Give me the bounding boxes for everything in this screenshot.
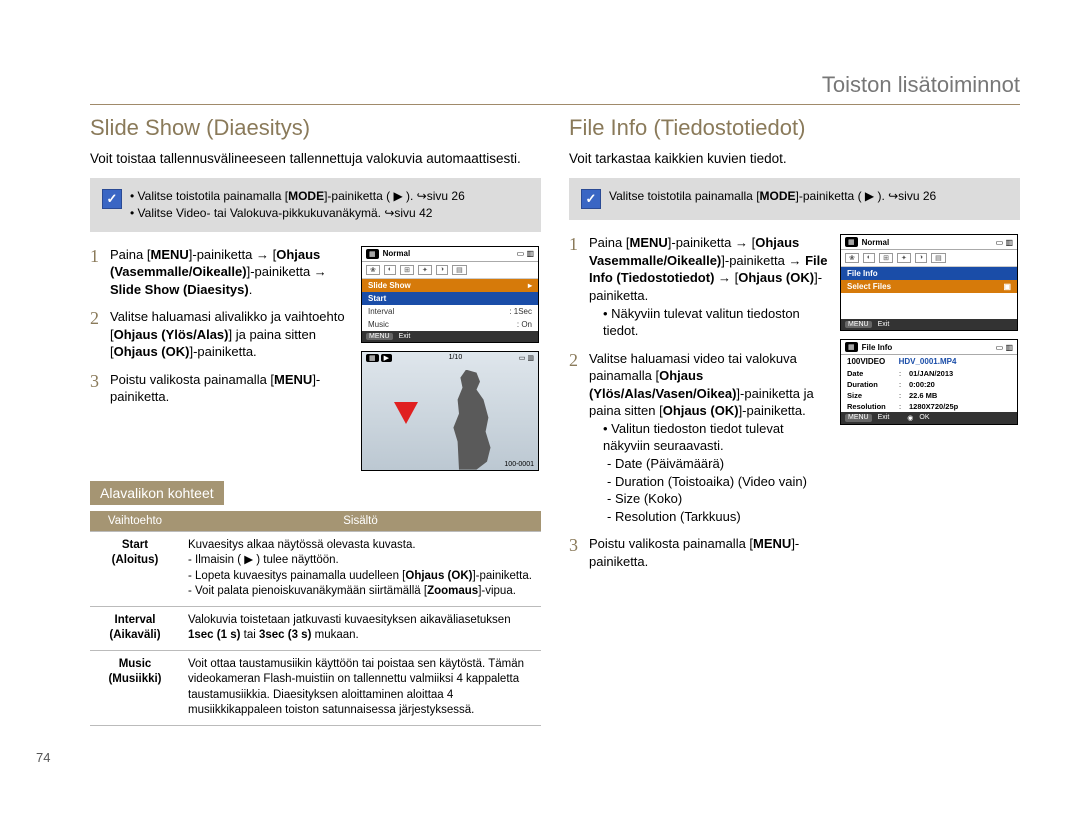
battery-icon: ▭ ▥ xyxy=(519,354,534,362)
battery-icon: ▭ ▥ xyxy=(996,343,1013,352)
slideshow-heading: Slide Show (Diaesitys) xyxy=(90,115,541,141)
thumb-icon: ▦ xyxy=(366,249,379,259)
lcd-mode-icons: ❀◐⊞✦◑▤ xyxy=(841,250,1017,267)
menu-slide-show: Slide Show▸ xyxy=(362,279,538,292)
note-text: Valitse toistotila painamalla [MODE]-pai… xyxy=(609,189,936,203)
lcd-menu-row: Start xyxy=(362,292,538,305)
options-table: Vaihtoehto Sisältö Start(Aloitus)Kuvaesi… xyxy=(90,511,541,726)
note-box-left: ✓ Valitse toistotila painamalla [MODE]-p… xyxy=(90,178,541,232)
menu-button-icon: MENU xyxy=(366,333,393,340)
lcd-preview-image: ▦▶ 1/10 ▭ ▥ 100-0001 xyxy=(361,351,539,471)
play-icon: ▶ xyxy=(381,354,392,362)
note-list: Valitse toistotila painamalla [MODE]-pai… xyxy=(130,188,465,222)
thumb-icon: ▦ xyxy=(845,342,858,352)
note-box-right: ✓ Valitse toistotila painamalla [MODE]-p… xyxy=(569,178,1020,220)
file-number: 100-0001 xyxy=(504,461,534,468)
steps-left-column: 1Paina [MENU]-painiketta → [Ohjaus (Vase… xyxy=(90,246,361,471)
submenu-heading: Alavalikon kohteet xyxy=(90,481,224,505)
lcd-title: Normal xyxy=(383,249,411,258)
table-row: Start(Aloitus)Kuvaesitys alkaa näytössä … xyxy=(90,531,541,606)
exit-label: Exit xyxy=(878,414,890,422)
step: 1Paina [MENU]-painiketta → [Ohjaus (Vase… xyxy=(90,246,355,299)
menu-button-icon: MENU xyxy=(845,321,872,328)
steps-right-column: 1Paina [MENU]-painiketta → [Ohjaus Vasem… xyxy=(569,234,840,580)
lcd-menu-row: Music: On xyxy=(362,318,538,331)
menu-file-info: File Info xyxy=(841,267,1017,280)
ok-label: OK xyxy=(919,414,929,422)
note-item: Valitse Video- tai Valokuva-pikkukuvanäk… xyxy=(130,205,465,222)
table-row: Interval(Aikaväli)Valokuvia toistetaan j… xyxy=(90,606,541,650)
lcd-title: Normal xyxy=(862,238,890,247)
step: 2Valitse haluamasi video tai valokuva pa… xyxy=(569,350,834,525)
lcd-menu-row: Interval: 1Sec xyxy=(362,305,538,318)
step: 1Paina [MENU]-painiketta → [Ohjaus Vasem… xyxy=(569,234,834,339)
slideshow-intro: Voit toistaa tallennusvälineeseen tallen… xyxy=(90,151,541,166)
table-row: Music(Musiikki)Voit ottaa taustamusiikin… xyxy=(90,650,541,725)
note-item: Valitse toistotila painamalla [MODE]-pai… xyxy=(130,188,465,205)
exit-label: Exit xyxy=(878,321,890,328)
thumb-icon: ▦ xyxy=(845,237,858,247)
fileinfo-heading: File Info (Tiedostotiedot) xyxy=(569,115,1020,141)
file-detail-row: Date:01/JAN/2013 xyxy=(841,368,1017,379)
check-icon: ✓ xyxy=(581,189,601,209)
step: 3Poistu valikosta painamalla [MENU]-pain… xyxy=(90,371,355,406)
step: 3Poistu valikosta painamalla [MENU]-pain… xyxy=(569,535,834,570)
step: 2Valitse haluamasi alivalikko ja vaihtoe… xyxy=(90,308,355,361)
menu-select-files: Select Files▣ xyxy=(841,280,1017,293)
filename-label: HDV_0001.MP4 xyxy=(899,357,957,366)
breadcrumb: Toiston lisätoiminnot xyxy=(90,72,1020,105)
page-number: 74 xyxy=(36,750,50,765)
lcd-slideshow-menu: ▦ Normal ▭ ▥ ❀◐⊞✦◑▤ Slide Show▸ StartInt… xyxy=(361,246,539,343)
ok-icon: ◉ xyxy=(907,414,913,422)
exit-label: Exit xyxy=(399,333,411,340)
fileinfo-intro: Voit tarkastaa kaikkien kuvien tiedot. xyxy=(569,151,1020,166)
file-detail-row: Resolution:1280X720/25p xyxy=(841,401,1017,412)
check-icon: ✓ xyxy=(102,189,122,209)
dancer-silhouette xyxy=(438,370,508,470)
lcd-fileinfo-detail: ▦ File Info ▭ ▥ 100VIDEO HDV_0001.MP4 Da… xyxy=(840,339,1018,425)
table-header-option: Vaihtoehto xyxy=(90,511,180,532)
menu-button-icon: MENU xyxy=(845,414,872,422)
play-arrow-icon xyxy=(394,402,418,424)
counter-label: 1/10 xyxy=(449,354,463,362)
file-detail-row: Size:22.6 MB xyxy=(841,390,1017,401)
battery-icon: ▭ ▥ xyxy=(517,249,534,258)
table-header-content: Sisältö xyxy=(180,511,541,532)
thumb-icon: ▦ xyxy=(366,354,379,362)
file-detail-row: Duration:0:00:20 xyxy=(841,379,1017,390)
battery-icon: ▭ ▥ xyxy=(996,238,1013,247)
lcd-fileinfo-menu: ▦ Normal ▭ ▥ ❀◐⊞✦◑▤ File Info Select Fil… xyxy=(840,234,1018,331)
folder-label: 100VIDEO xyxy=(847,357,885,366)
lcd-mode-icons: ❀◐⊞✦◑▤ xyxy=(362,262,538,279)
lcd-title: File Info xyxy=(862,343,893,352)
